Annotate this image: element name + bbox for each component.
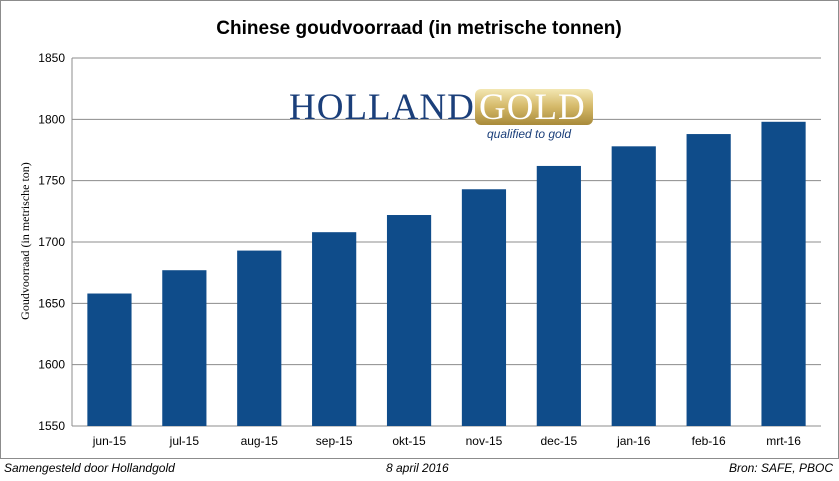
bar-jan-16: [611, 146, 656, 426]
y-axis-label: Goudvoorraad (in metrische ton): [18, 162, 32, 320]
y-tick-label: 1550: [38, 419, 65, 433]
hollandgold-logo: HOLLAND GOLD qualified to gold: [289, 87, 593, 141]
bar-jul-15: [162, 270, 207, 426]
x-tick-label: sep-15: [316, 434, 353, 448]
bar-sep-15: [312, 232, 357, 426]
x-tick-label: dec-15: [540, 434, 577, 448]
footer-source: Bron: SAFE, PBOC: [728, 461, 833, 475]
footer-compiled-by: Samengesteld door Hollandgold: [4, 461, 175, 475]
x-tick-label: feb-16: [692, 434, 726, 448]
x-tick-label: nov-15: [466, 434, 503, 448]
x-tick-label: okt-15: [392, 434, 426, 448]
x-tick-label: jan-16: [616, 434, 651, 448]
bar-okt-15: [386, 215, 432, 426]
y-tick-label: 1800: [38, 112, 65, 126]
footer-date: 8 april 2016: [386, 461, 449, 475]
y-tick-label: 1650: [38, 296, 65, 310]
bar-dec-15: [536, 165, 581, 427]
bars: [87, 121, 806, 427]
bar-aug-15: [237, 250, 282, 426]
y-tick-label: 1700: [38, 235, 65, 249]
logo-tagline: qualified to gold: [487, 127, 571, 141]
x-tick-label: aug-15: [241, 434, 279, 448]
x-tick-label: mrt-16: [766, 434, 801, 448]
y-tick-label: 1750: [38, 174, 65, 188]
bar-mrt-16: [761, 121, 806, 426]
y-tick-label: 1850: [38, 51, 65, 65]
x-tick-label: jun-15: [92, 434, 127, 448]
x-tick-label: jul-15: [169, 434, 200, 448]
y-tick-label: 1600: [38, 358, 65, 372]
logo-gold-text: GOLD: [479, 87, 586, 128]
chart-frame: Chinese goudvoorraad (in metrische tonne…: [0, 0, 839, 459]
bar-nov-15: [461, 189, 507, 426]
bar-feb-16: [686, 134, 731, 426]
bar-chart: Chinese goudvoorraad (in metrische tonne…: [18, 18, 821, 448]
logo-holland-text: HOLLAND: [289, 87, 475, 128]
bar-jun-15: [87, 293, 132, 426]
logo-gold-plate: [475, 89, 593, 125]
chart-title: Chinese goudvoorraad (in metrische tonne…: [216, 18, 621, 39]
x-tick-labels: jun-15 jul-15 aug-15 sep-15 okt-15 nov-15 dec-…: [92, 434, 801, 448]
y-tick-labels: 1550 1600 1650 1700 1750 1800 1850: [38, 51, 65, 433]
